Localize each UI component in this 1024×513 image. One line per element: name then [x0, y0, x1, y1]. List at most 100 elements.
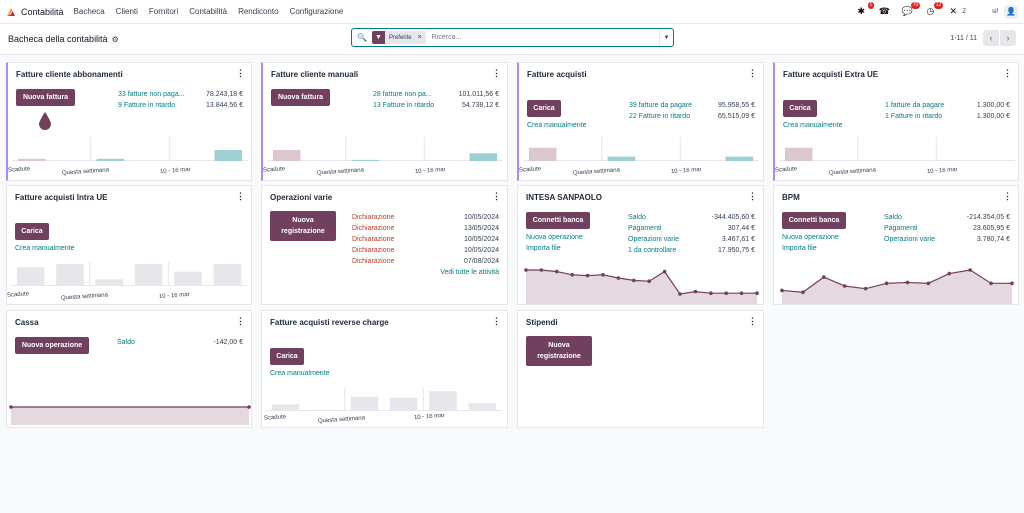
- balance-area-chart[interactable]: [520, 266, 763, 304]
- card-menu-icon[interactable]: ⋮: [1003, 68, 1012, 78]
- search-input[interactable]: [431, 34, 659, 41]
- payments-link[interactable]: Pagamenti: [628, 225, 662, 232]
- phone-icon[interactable]: ☎: [878, 6, 890, 16]
- card-title[interactable]: Stipendi: [526, 318, 558, 327]
- card-menu-icon[interactable]: ⋮: [748, 68, 757, 78]
- card-menu-icon[interactable]: ⋮: [236, 68, 245, 78]
- invoice-bar-chart[interactable]: [12, 137, 248, 161]
- nav-bacheca[interactable]: Bacheca: [73, 7, 105, 16]
- avatar[interactable]: 👤: [1004, 4, 1018, 19]
- invoice-bar-chart[interactable]: [267, 137, 503, 161]
- new-transaction-link[interactable]: Nuova operazione: [782, 234, 839, 241]
- card-menu-icon[interactable]: ⋮: [236, 191, 245, 201]
- card-title[interactable]: Fatture acquisti reverse charge: [270, 318, 389, 327]
- card-title[interactable]: Fatture cliente abbonamenti: [16, 70, 123, 79]
- card-title[interactable]: Fatture cliente manuali: [271, 70, 359, 79]
- app-title[interactable]: Contabilità: [21, 6, 64, 17]
- card-menu-icon[interactable]: ⋮: [492, 68, 501, 78]
- company-name[interactable]: sif: [992, 8, 998, 15]
- create-manually-link[interactable]: Crea manualmente: [270, 370, 330, 377]
- activity-link[interactable]: Dichiarazione: [352, 225, 395, 232]
- gear-icon[interactable]: ⚙: [111, 34, 119, 44]
- new-invoice-button[interactable]: Nuova fattura: [16, 89, 75, 106]
- upload-button[interactable]: Carica: [15, 223, 49, 240]
- bills-bar-chart[interactable]: [11, 262, 247, 286]
- new-entry-button[interactable]: Nuova registrazione: [270, 211, 336, 241]
- late-bills-link[interactable]: 22 Fatture in ritardo: [629, 113, 691, 120]
- connect-bank-button[interactable]: Connetti banca: [526, 212, 590, 229]
- card-menu-icon[interactable]: ⋮: [1003, 191, 1012, 201]
- card-title[interactable]: INTESA SANPAOLO: [526, 193, 603, 202]
- unpaid-invoices-link[interactable]: 28 fatture non pa...: [373, 91, 432, 98]
- new-transaction-link[interactable]: Nuova operazione: [526, 234, 583, 241]
- axis-label-questa-settimana: Questa settimana: [572, 167, 621, 177]
- nav-configurazione[interactable]: Configurazione: [289, 7, 344, 16]
- misc-operations-link[interactable]: Operazioni varie: [884, 236, 935, 243]
- app-logo-icon[interactable]: [6, 7, 16, 17]
- misc-operations-link[interactable]: Operazioni varie: [628, 236, 679, 243]
- upload-button[interactable]: Carica: [270, 348, 304, 365]
- search-icon[interactable]: 🔍: [357, 33, 367, 42]
- nav-rendiconto[interactable]: Rendiconto: [238, 7, 279, 16]
- new-entry-button[interactable]: Nuova registrazione: [526, 336, 592, 366]
- nav-contabilita[interactable]: Contabilità: [189, 7, 228, 16]
- create-manually-link[interactable]: Crea manualmente: [527, 122, 587, 129]
- card-title[interactable]: Fatture acquisti Intra UE: [15, 193, 108, 202]
- clock-icon[interactable]: ◷ 12: [926, 1, 944, 16]
- bills-bar-chart[interactable]: [779, 137, 1015, 161]
- new-invoice-button[interactable]: Nuova fattura: [271, 89, 330, 106]
- create-manually-link[interactable]: Crea manualmente: [783, 122, 843, 129]
- late-invoices-link[interactable]: 13 Fatture in ritardo: [373, 102, 435, 109]
- pager-value[interactable]: 1-11 / 11: [950, 34, 977, 42]
- unpaid-invoices-link[interactable]: 33 fatture non paga...: [118, 91, 185, 98]
- remove-facet-icon[interactable]: ×: [417, 34, 422, 41]
- tools-label[interactable]: Z: [962, 8, 966, 15]
- import-file-link[interactable]: Importa file: [526, 245, 561, 252]
- balance-label[interactable]: Saldo: [884, 214, 902, 221]
- create-manually-link[interactable]: Crea manualmente: [15, 245, 75, 252]
- chevron-down-icon[interactable]: ▼: [659, 29, 673, 46]
- bills-to-pay-link[interactable]: 1 fatture da pagare: [885, 102, 945, 109]
- filter-facet[interactable]: ▼ Preferite ×: [371, 31, 426, 44]
- chat-icon[interactable]: 💬 70: [901, 1, 921, 16]
- nav-fornitori[interactable]: Fornitori: [148, 7, 179, 16]
- balance-label[interactable]: Saldo: [117, 339, 135, 346]
- late-invoices-link[interactable]: 9 Fatture in ritardo: [118, 102, 176, 109]
- see-all-activities-link[interactable]: Vedi tutte le attività: [440, 269, 499, 276]
- bug-icon[interactable]: ✱ 1: [857, 1, 875, 16]
- balance-area-chart[interactable]: [9, 403, 251, 425]
- activity-link[interactable]: Dichiarazione: [352, 214, 395, 221]
- bills-bar-chart[interactable]: [523, 137, 759, 161]
- card-menu-icon[interactable]: ⋮: [748, 191, 757, 201]
- to-check-link[interactable]: 1 da controllare: [628, 247, 677, 254]
- search-box[interactable]: 🔍 ▼ Preferite × ▼: [351, 28, 674, 47]
- connect-bank-button[interactable]: Connetti banca: [782, 212, 846, 229]
- card-title[interactable]: BPM: [782, 193, 800, 202]
- activity-link[interactable]: Dichiarazione: [352, 258, 395, 265]
- bills-to-pay-link[interactable]: 39 fatture da pagare: [629, 102, 693, 109]
- balance-label[interactable]: Saldo: [628, 214, 646, 221]
- upload-button[interactable]: Carica: [783, 100, 817, 117]
- nav-clienti[interactable]: Clienti: [115, 7, 138, 16]
- activity-link[interactable]: Dichiarazione: [352, 236, 395, 243]
- bills-bar-chart[interactable]: [266, 387, 502, 411]
- payments-link[interactable]: Pagamenti: [884, 225, 918, 232]
- card-menu-icon[interactable]: ⋮: [492, 316, 501, 326]
- card-title[interactable]: Fatture acquisti Extra UE: [783, 70, 879, 79]
- upload-button[interactable]: Carica: [527, 100, 561, 117]
- new-operation-button[interactable]: Nuova operazione: [15, 337, 89, 354]
- chart-bar: [784, 147, 813, 161]
- activity-link[interactable]: Dichiarazione: [352, 247, 395, 254]
- card-title[interactable]: Fatture acquisti: [527, 70, 587, 79]
- late-bills-link[interactable]: 1 Fatture in ritardo: [885, 113, 943, 120]
- card-menu-icon[interactable]: ⋮: [236, 316, 245, 326]
- pager-previous-button[interactable]: ‹: [983, 30, 999, 46]
- tools-icon[interactable]: ✕: [949, 6, 958, 16]
- card-menu-icon[interactable]: ⋮: [748, 316, 757, 326]
- card-title[interactable]: Operazioni varie: [270, 193, 333, 202]
- balance-area-chart[interactable]: [776, 266, 1018, 304]
- card-menu-icon[interactable]: ⋮: [492, 191, 501, 201]
- card-title[interactable]: Cassa: [15, 318, 39, 327]
- import-file-link[interactable]: Importa file: [782, 245, 817, 252]
- pager-next-button[interactable]: ›: [1000, 30, 1016, 46]
